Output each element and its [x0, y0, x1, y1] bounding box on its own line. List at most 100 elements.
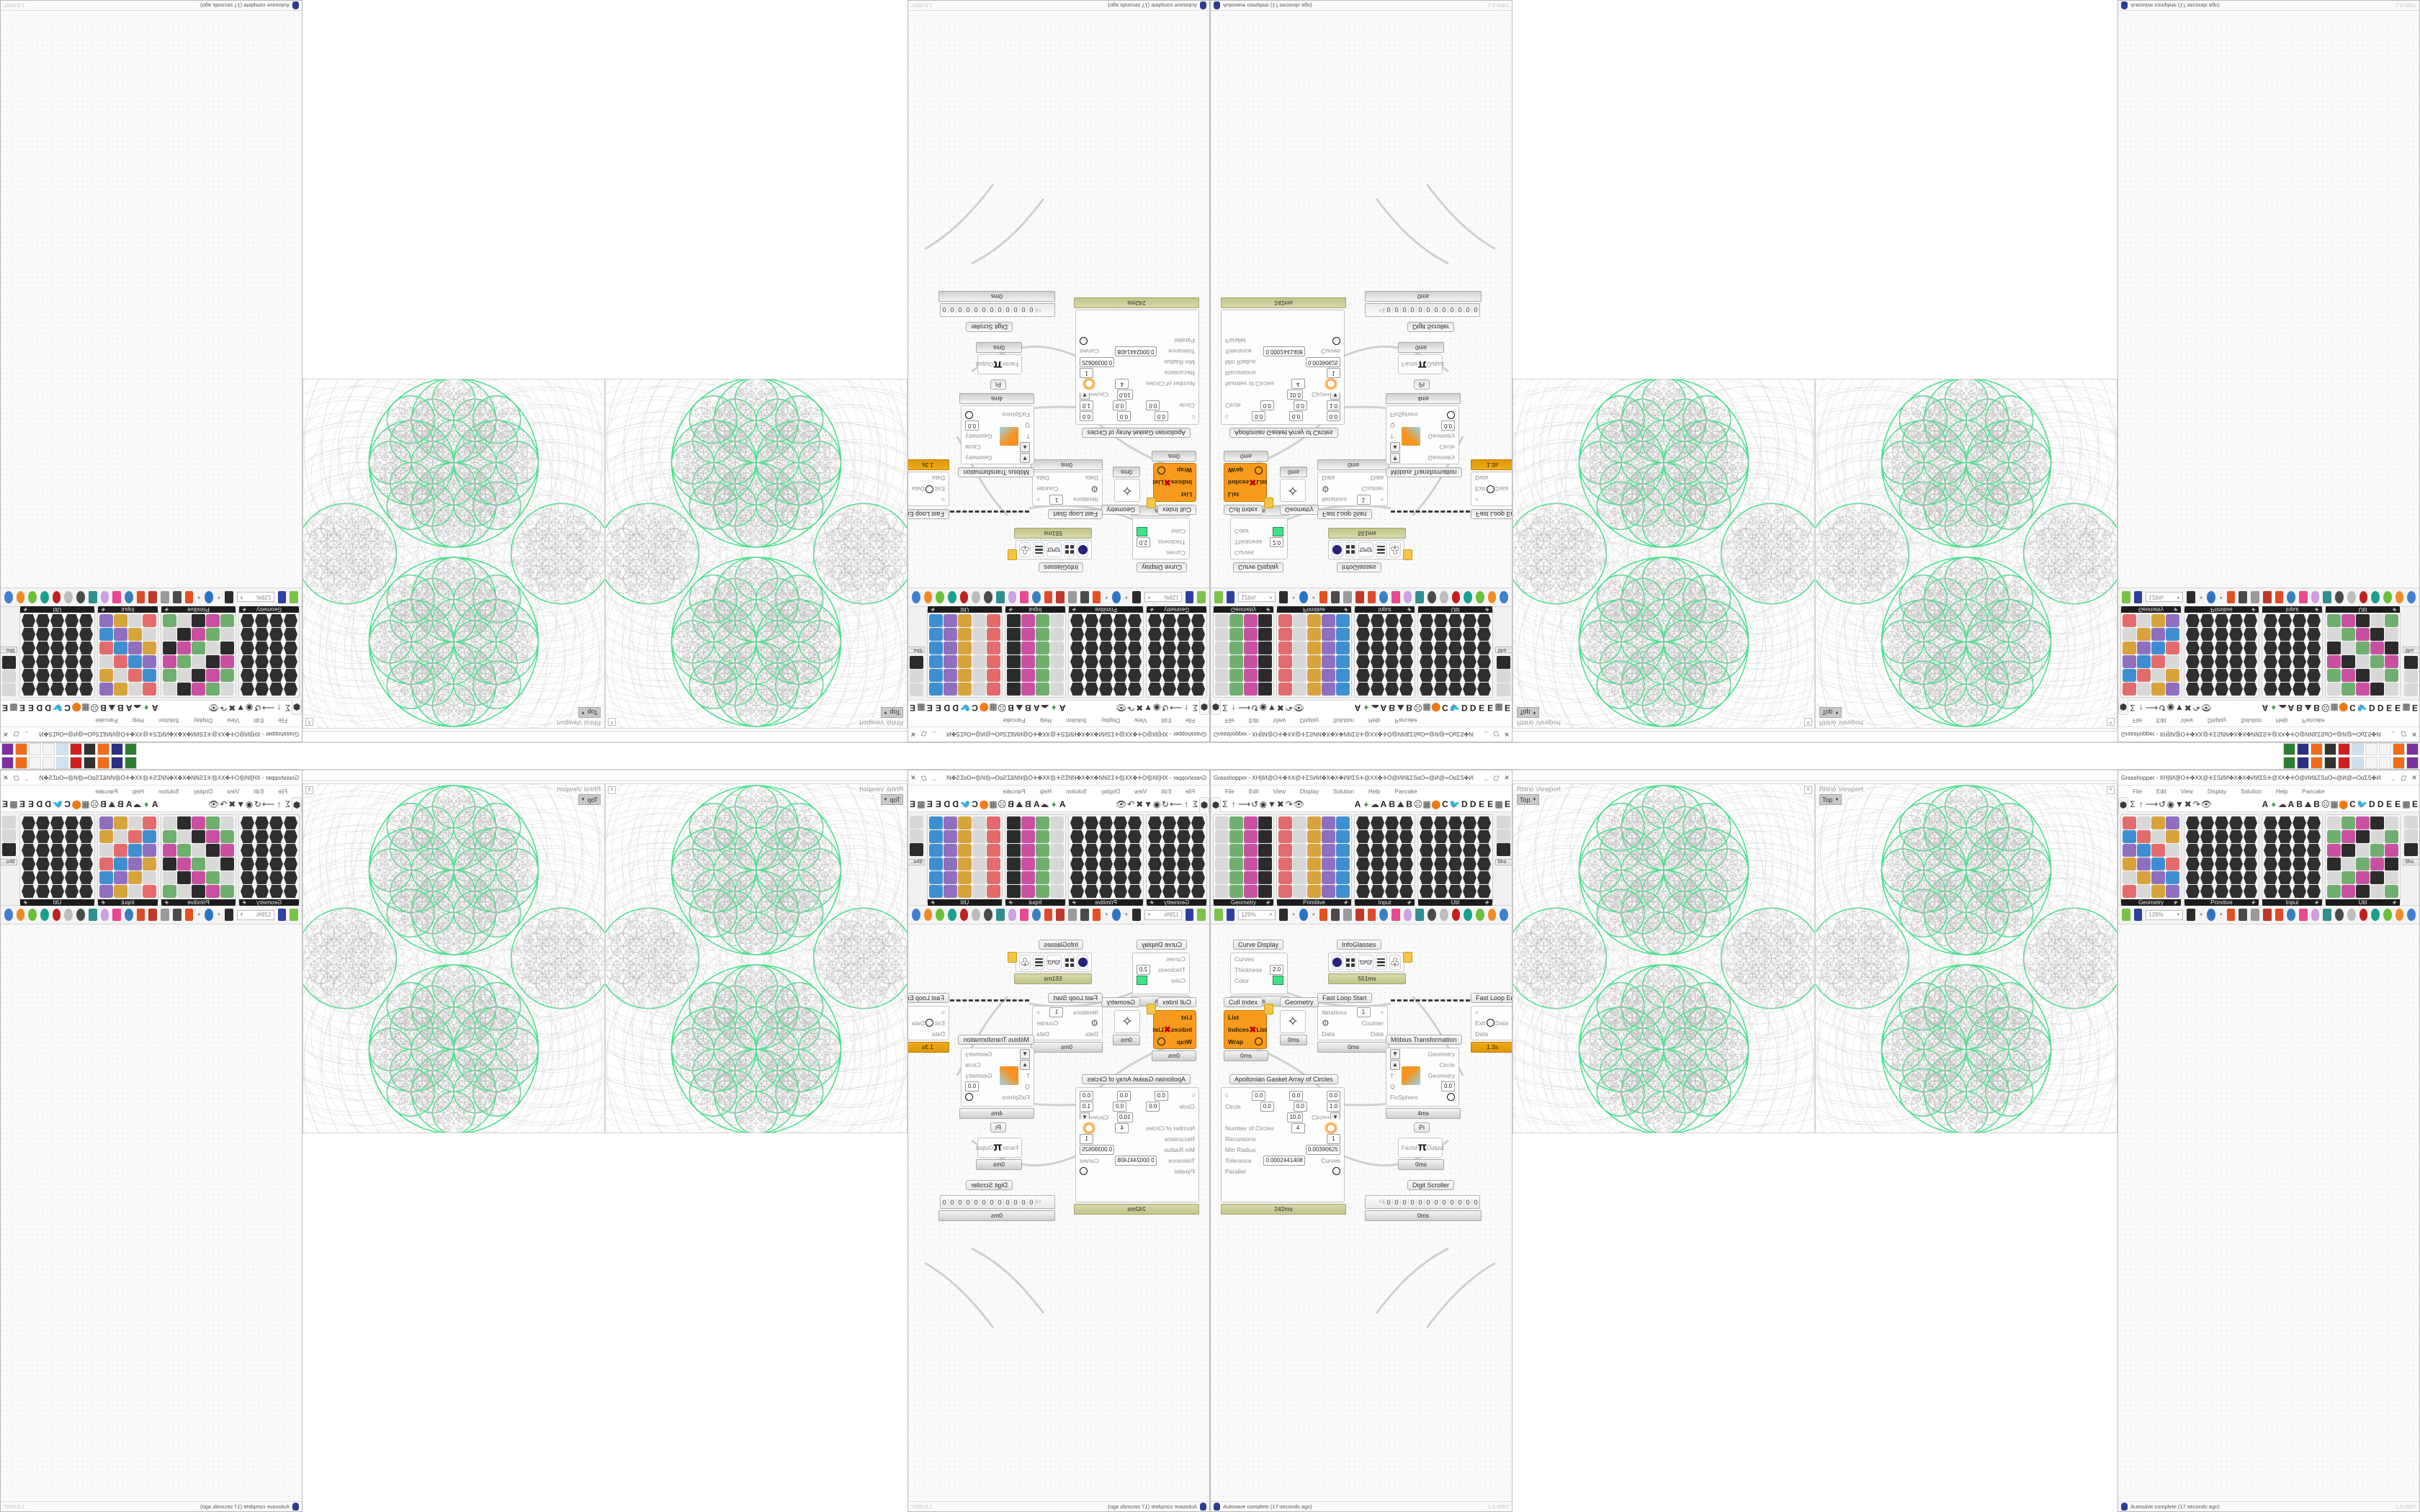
component-icon[interactable]	[958, 858, 972, 870]
component-icon[interactable]	[1244, 844, 1258, 857]
component-icon[interactable]	[2264, 871, 2277, 884]
component-icon[interactable]	[128, 642, 142, 654]
component-icon[interactable]	[1099, 669, 1113, 682]
menu-edit[interactable]: Edit	[246, 718, 271, 724]
component-icon[interactable]	[143, 844, 156, 857]
panel-group-input[interactable]: Input ✚	[2262, 814, 2323, 906]
tab-letter-9[interactable]: E	[1, 797, 9, 811]
panel-icons[interactable]	[161, 815, 236, 899]
component-icon[interactable]	[128, 871, 142, 884]
tool-icon-b[interactable]	[910, 829, 923, 842]
node-body-apollonian[interactable]: C 0.0 0.0 0.0 Circle 0.0 0.0 1.0 10.0	[1221, 1087, 1345, 1202]
document-icon[interactable]	[2275, 591, 2284, 603]
component-icon[interactable]	[79, 614, 93, 627]
menu-pancake[interactable]: Pancake	[1388, 788, 1425, 795]
menu-file[interactable]: File	[1218, 788, 1242, 795]
green-blob-icon[interactable]	[28, 909, 37, 921]
tab-blob-icon[interactable]: ⬤	[980, 797, 989, 811]
node-title-digit-scroller[interactable]: Digit Scroller	[965, 1180, 1013, 1190]
component-icon[interactable]	[2370, 885, 2384, 898]
component-icon[interactable]	[1036, 885, 1049, 898]
digit-5[interactable]: 0	[988, 1198, 996, 1206]
panel-group-util[interactable]: Util ✚	[927, 606, 1003, 698]
component-icon[interactable]	[99, 628, 113, 641]
component-icon[interactable]	[1050, 669, 1064, 682]
component-icon[interactable]	[2166, 858, 2179, 870]
digit-1[interactable]: 0	[1020, 306, 1028, 314]
panel-expand-icon[interactable]: ✚	[2173, 607, 2177, 613]
node-body-fast-loop-end[interactable]: < Exit Data Data	[1471, 1006, 1512, 1040]
component-icon[interactable]	[269, 614, 283, 627]
component-icon[interactable]	[2370, 628, 2384, 641]
node-mobius-transformation[interactable]: Möbius Transformation ▼ Geometry ▲ Circl…	[958, 1032, 1034, 1119]
component-icon[interactable]	[1191, 858, 1205, 870]
help-box-icon[interactable]	[112, 591, 122, 603]
component-icon[interactable]	[1162, 628, 1176, 641]
component-icon[interactable]	[2166, 816, 2179, 829]
component-icon[interactable]	[1385, 858, 1399, 870]
search-icon[interactable]	[1032, 591, 1041, 603]
tool-icon-a[interactable]	[1497, 683, 1510, 696]
component-icon[interactable]	[1177, 655, 1191, 668]
node-title-curve-display[interactable]: Curve Display	[1233, 940, 1284, 950]
digit-scroller-widget[interactable]: +1 0 0 0 0 0 0 0 0 0 0 0 0	[1365, 303, 1480, 317]
component-icon[interactable]	[2327, 816, 2341, 829]
component-icon[interactable]	[2244, 655, 2257, 668]
component-icon[interactable]	[163, 885, 176, 898]
panel-caption-geometry[interactable]: Geometry ✚	[239, 606, 299, 613]
viewport-view-dropdown[interactable]: Top ▼	[578, 707, 601, 718]
component-icon[interactable]	[2123, 816, 2136, 829]
document-icon[interactable]	[2275, 909, 2284, 921]
tab-letter-3[interactable]: B	[1006, 797, 1015, 811]
component-icon[interactable]	[1420, 614, 1433, 627]
canvas-toolbar[interactable]: 129% ▼ ▼ ▼	[908, 906, 1209, 924]
app-icon-save[interactable]	[111, 756, 123, 769]
at-icon[interactable]	[161, 909, 169, 921]
panel-expand-icon[interactable]: ✚	[1072, 607, 1077, 613]
tab-letter-6[interactable]: D	[1469, 701, 1477, 715]
component-icon[interactable]	[128, 628, 142, 641]
component-icon[interactable]	[79, 683, 93, 696]
component-icon[interactable]	[2278, 683, 2292, 696]
component-icon[interactable]	[2215, 816, 2228, 829]
tab-letter-4[interactable]: C	[63, 797, 72, 811]
component-icon[interactable]	[1258, 816, 1272, 829]
component-icon[interactable]	[1229, 614, 1243, 627]
component-icon[interactable]	[2186, 844, 2200, 857]
canvas-toolbar[interactable]: 129% ▼ ▼ ▼	[1211, 588, 1512, 606]
component-icon[interactable]	[284, 816, 297, 829]
rhino-viewport-right[interactable]: Rhino Viewport x Top ▼	[302, 379, 605, 729]
tab-terrain-icon[interactable]: ⛰	[2304, 701, 2313, 715]
param-value-q[interactable]: 0.0	[965, 420, 979, 431]
component-icon[interactable]	[1070, 871, 1084, 884]
node-body-fast-loop-start[interactable]: Iterations 1 > ⚙ Counter Data Data	[1317, 1006, 1388, 1040]
component-icon[interactable]	[143, 871, 156, 884]
zoom-extents-icon[interactable]	[1279, 591, 1289, 603]
component-icon[interactable]	[2278, 816, 2292, 829]
param-row-min-radius[interactable]: Min Radius 0.00390625	[1222, 357, 1344, 368]
app-icon-maze-a[interactable]	[42, 743, 55, 756]
orange-blob-icon[interactable]	[16, 591, 25, 603]
component-icon[interactable]	[2244, 858, 2257, 870]
node-pi[interactable]: Factor π Output 0ms	[976, 342, 1022, 374]
node-title-cull-index[interactable]: Cull Index	[1157, 997, 1196, 1007]
node-apollonian-gasket[interactable]: Apollonian Gasket Array of Circles C 0.0…	[1221, 1072, 1346, 1215]
chevron-down-icon[interactable]: ▼	[1147, 595, 1152, 600]
app-icon-mountain[interactable]	[2324, 756, 2336, 769]
component-icon[interactable]	[1385, 683, 1399, 696]
chevron-down-icon[interactable]: ▼	[1124, 595, 1129, 600]
zoom-level-input[interactable]: 129% ▼	[1144, 592, 1182, 603]
component-icon[interactable]	[1258, 830, 1272, 843]
node-title-digit-scroller[interactable]: Digit Scroller	[1407, 322, 1455, 332]
window-controls[interactable]: _ ◻ ✕	[911, 731, 936, 739]
component-icon[interactable]	[2200, 816, 2214, 829]
param-row-c[interactable]: C 0.0 0.0 0.0	[1222, 411, 1344, 422]
component-icon[interactable]	[1322, 628, 1335, 641]
viewport-close-icon[interactable]: x	[305, 786, 313, 794]
component-icon[interactable]	[50, 655, 64, 668]
param-value-tolerance[interactable]: 0.0002441408	[1263, 1155, 1305, 1166]
tab-bird-icon[interactable]: 🐦	[2357, 797, 2367, 811]
component-icon[interactable]	[2341, 816, 2355, 829]
component-icon[interactable]	[1099, 628, 1113, 641]
digit-11[interactable]: 0	[941, 1198, 949, 1206]
